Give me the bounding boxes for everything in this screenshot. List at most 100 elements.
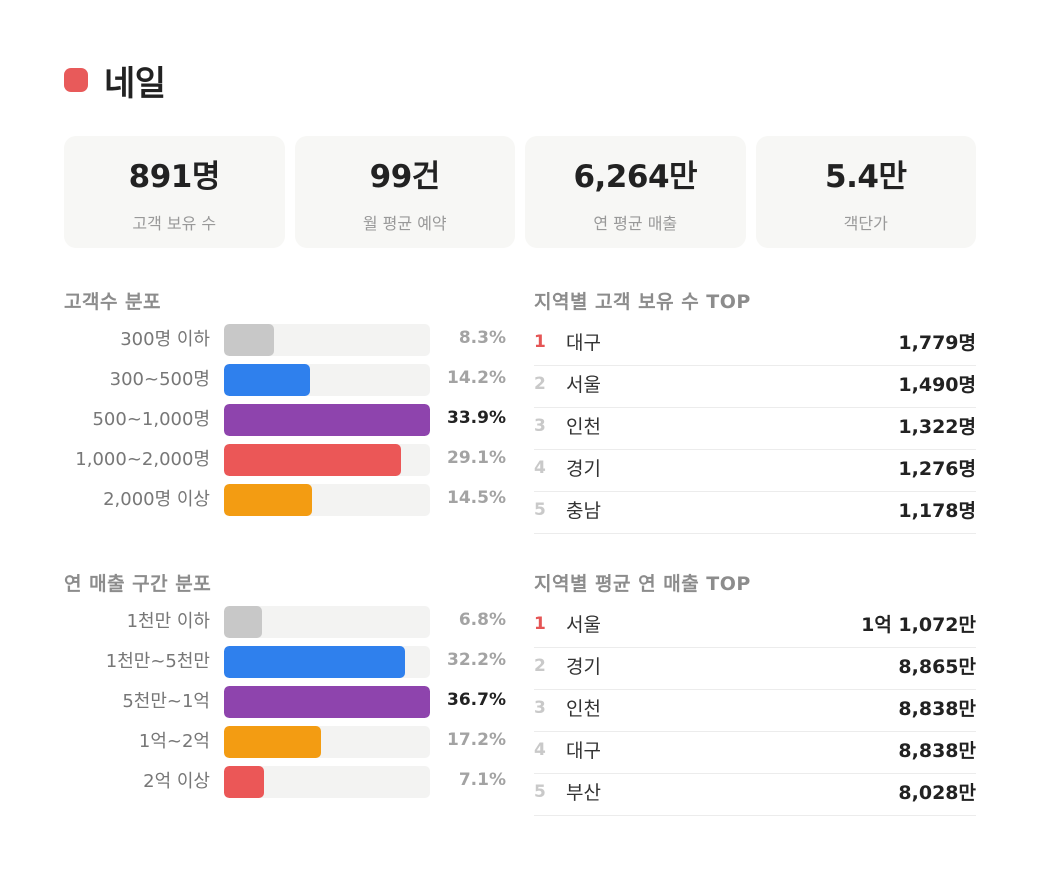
region-name: 충남 [566, 500, 601, 522]
region-name: 서울 [566, 614, 601, 636]
rank-value: 1,322명 [898, 416, 976, 438]
sales-distribution-title: 연 매출 구간 분포 [64, 573, 212, 595]
bar-track [224, 606, 430, 638]
page-header: 네일 [64, 58, 166, 104]
category-color-dot [64, 68, 88, 92]
bar-value-label: 14.5% [447, 488, 506, 508]
bar-value-label: 14.2% [447, 368, 506, 388]
sales-distribution-chart: 1천만 이하 6.8% 1천만~5천만 32.2% 5천만~1억 36.7% 1… [64, 606, 508, 806]
chart-bar-row: 500~1,000명 33.9% [64, 404, 508, 436]
rank-number: 2 [534, 374, 546, 394]
chart-bar-row: 300~500명 14.2% [64, 364, 508, 396]
rank-number: 1 [534, 614, 546, 634]
chart-bar-row: 2억 이상 7.1% [64, 766, 508, 798]
bar [224, 606, 263, 638]
rank-value: 8,028만 [898, 782, 976, 804]
rank-number: 2 [534, 656, 546, 676]
bar-track [224, 484, 430, 516]
region-name: 인천 [566, 416, 601, 438]
chart-bar-row: 1천만~5천만 32.2% [64, 646, 508, 678]
rank-value: 1,779명 [898, 332, 976, 354]
bar-track [224, 726, 430, 758]
stat-cards: 891명 고객 보유 수 99건 월 평균 예약 6,264만 연 평균 매출 … [64, 136, 976, 248]
bar-value-label: 17.2% [447, 730, 506, 750]
rank-value: 1,490명 [898, 374, 976, 396]
stat-label: 객단가 [843, 213, 888, 233]
bar-value-label: 32.2% [447, 650, 506, 670]
bar-track [224, 364, 430, 396]
region-name: 대구 [566, 740, 601, 762]
bar-track [224, 766, 430, 798]
region-name: 서울 [566, 374, 601, 396]
stat-card-avg-spend: 5.4만 객단가 [755, 136, 976, 248]
bar-track [224, 404, 430, 436]
region-customers-title: 지역별 고객 보유 수 TOP [534, 291, 751, 313]
rank-number: 3 [534, 698, 546, 718]
stat-label: 월 평균 예약 [362, 213, 447, 233]
region-name: 경기 [566, 656, 601, 678]
region-name: 인천 [566, 698, 601, 720]
region-name: 경기 [566, 458, 601, 480]
bar-track [224, 324, 430, 356]
rank-value: 1,276명 [898, 458, 976, 480]
bar-label: 5천만~1억 [122, 691, 210, 712]
bar [224, 324, 275, 356]
stat-value: 99건 [369, 158, 441, 195]
rank-row: 4 경기 1,276명 [534, 450, 976, 492]
chart-bar-row: 1,000~2,000명 29.1% [64, 444, 508, 476]
bar-label: 2억 이상 [143, 771, 210, 792]
stat-value: 6,264만 [573, 158, 698, 195]
bar [224, 444, 401, 476]
region-name: 대구 [566, 332, 601, 354]
rank-row: 3 인천 8,838만 [534, 690, 976, 732]
bar-label: 500~1,000명 [92, 409, 210, 430]
stat-value: 891명 [128, 158, 221, 195]
chart-bar-row: 5천만~1억 36.7% [64, 686, 508, 718]
rank-row: 2 경기 8,865만 [534, 648, 976, 690]
rank-value: 8,838만 [898, 740, 976, 762]
rank-value: 1,178명 [898, 500, 976, 522]
bar [224, 364, 311, 396]
region-customers-list: 1 대구 1,779명 2 서울 1,490명 3 인천 1,322명 4 경기… [534, 324, 976, 534]
rank-row: 1 서울 1억 1,072만 [534, 606, 976, 648]
bar [224, 766, 264, 798]
bar [224, 484, 313, 516]
region-name: 부산 [566, 782, 601, 804]
bar-label: 1억~2억 [138, 731, 210, 752]
bar-track [224, 444, 430, 476]
stat-card-revenue: 6,264만 연 평균 매출 [525, 136, 746, 248]
customer-distribution-title: 고객수 분포 [64, 291, 162, 313]
rank-row: 1 대구 1,779명 [534, 324, 976, 366]
bar-label: 1천만~5천만 [105, 651, 210, 672]
bar-value-label: 8.3% [458, 328, 506, 348]
rank-number: 5 [534, 500, 546, 520]
stat-label: 고객 보유 수 [132, 213, 217, 233]
bar [224, 686, 430, 718]
bar-label: 300명 이하 [120, 329, 210, 350]
rank-row: 2 서울 1,490명 [534, 366, 976, 408]
bar-track [224, 646, 430, 678]
bar [224, 726, 321, 758]
rank-row: 3 인천 1,322명 [534, 408, 976, 450]
bar-value-label: 36.7% [447, 690, 506, 710]
bar-track [224, 686, 430, 718]
stat-value: 5.4만 [825, 158, 907, 195]
chart-bar-row: 300명 이하 8.3% [64, 324, 508, 356]
rank-row: 5 충남 1,178명 [534, 492, 976, 534]
rank-number: 4 [534, 740, 546, 760]
rank-number: 1 [534, 332, 546, 352]
stat-card-customers: 891명 고객 보유 수 [64, 136, 285, 248]
rank-row: 5 부산 8,028만 [534, 774, 976, 816]
bar [224, 646, 405, 678]
page-title: 네일 [104, 63, 166, 104]
chart-bar-row: 1억~2억 17.2% [64, 726, 508, 758]
rank-number: 3 [534, 416, 546, 436]
stat-label: 연 평균 매출 [593, 213, 678, 233]
rank-value: 1억 1,072만 [861, 614, 976, 636]
bar [224, 404, 430, 436]
bar-label: 300~500명 [109, 369, 210, 390]
bar-value-label: 7.1% [458, 770, 506, 790]
customer-distribution-chart: 300명 이하 8.3% 300~500명 14.2% 500~1,000명 3… [64, 324, 508, 524]
bar-label: 2,000명 이상 [103, 489, 210, 510]
chart-bar-row: 1천만 이하 6.8% [64, 606, 508, 638]
